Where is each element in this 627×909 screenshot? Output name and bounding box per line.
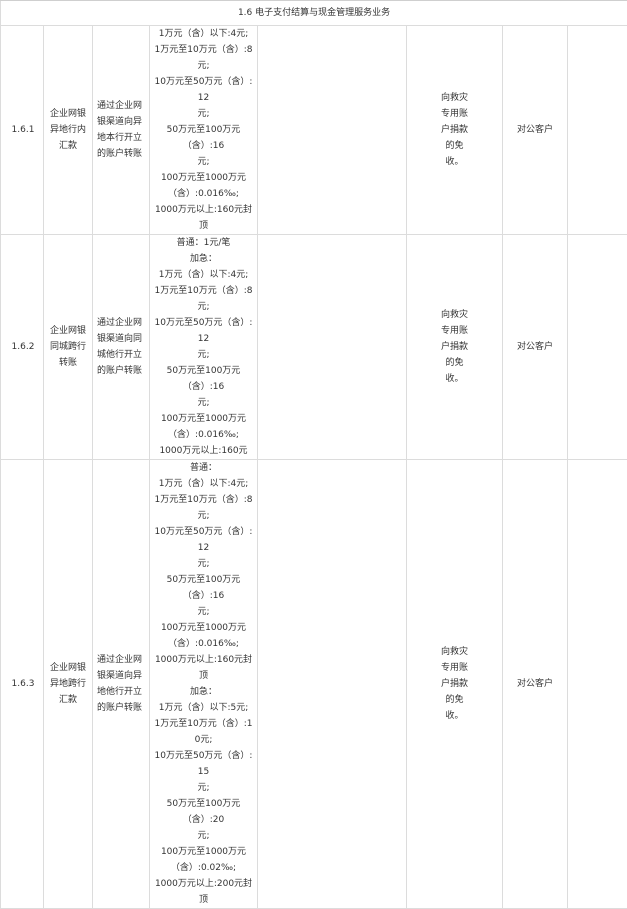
price-line: 1000万元以上:160元	[154, 443, 253, 459]
price-line: 10万元至50万元（含）:15	[154, 748, 253, 780]
item-basis	[258, 26, 407, 235]
price-line: （含）:0.016‰;	[154, 186, 253, 202]
price-line: 1万元（含）以下:4元;	[154, 476, 253, 492]
item-discount: 向救灾专用账户捐款的免收。	[407, 26, 503, 235]
item-name: 企业网银同城跨行转账	[44, 235, 93, 460]
price-line: 50万元至100万元（含）:16	[154, 572, 253, 604]
item-target: 对公客户	[503, 235, 568, 460]
price-line: 10万元至50万元（含）:12	[154, 315, 253, 347]
item-name: 企业网银异地行内汇款	[44, 26, 93, 235]
price-line: 100万元至1000万元	[154, 620, 253, 636]
price-line: 元;	[154, 828, 253, 844]
item-discount: 向救灾专用账户捐款的免收。	[407, 235, 503, 460]
item-note	[568, 26, 627, 235]
price-line: 加急：	[154, 251, 253, 267]
table-row: 1.6.1 企业网银异地行内汇款 通过企业网银渠道向异地本行开立的账户转账 1万…	[1, 26, 627, 235]
item-note	[568, 460, 627, 909]
price-line: （含）:0.016‰;	[154, 427, 253, 443]
item-price: 普通：1元/笔加急：1万元（含）以下:4元;1万元至10万元（含）:8元;10万…	[150, 235, 258, 460]
price-line: 元;	[154, 604, 253, 620]
price-line: 1万元至10万元（含）:8元;	[154, 283, 253, 315]
item-note	[568, 235, 627, 460]
table-row: 1.6.3 企业网银异地跨行汇款 通过企业网银渠道向异地他行开立的账户转账 普通…	[1, 460, 627, 909]
price-line: 1000万元以上:160元封顶	[154, 202, 253, 234]
price-line: 100万元至1000万元	[154, 411, 253, 427]
item-basis	[258, 235, 407, 460]
price-line: 50万元至100万元（含）:20	[154, 796, 253, 828]
item-discount: 向救灾专用账户捐款的免收。	[407, 460, 503, 909]
price-line: 1万元（含）以下:4元;	[154, 267, 253, 283]
table-row: 1.6.2 企业网银同城跨行转账 通过企业网银渠道向同城他行开立的账户转账 普通…	[1, 235, 627, 460]
item-description: 通过企业网银渠道向异地本行开立的账户转账	[93, 26, 150, 235]
price-line: 1000万元以上:160元封顶	[154, 652, 253, 684]
price-line: 元;	[154, 154, 253, 170]
price-line: 10万元至50万元（含）:12	[154, 74, 253, 106]
price-line: （含）:0.016‰;	[154, 636, 253, 652]
section-header-row: 1.6 电子支付结算与现金管理服务业务	[1, 1, 627, 26]
price-line: 50万元至100万元（含）:16	[154, 363, 253, 395]
item-description: 通过企业网银渠道向同城他行开立的账户转账	[93, 235, 150, 460]
price-line: 1万元（含）以下:4元;	[154, 26, 253, 42]
item-target: 对公客户	[503, 26, 568, 235]
price-line: 1万元至10万元（含）:8元;	[154, 492, 253, 524]
item-code: 1.6.2	[1, 235, 44, 460]
price-line: 元;	[154, 780, 253, 796]
price-line: 1万元至10万元（含）:10元;	[154, 716, 253, 748]
price-line: 1万元（含）以下:5元;	[154, 700, 253, 716]
price-line: 1000万元以上:200元封顶	[154, 876, 253, 908]
price-line: 1万元至10万元（含）:8元;	[154, 42, 253, 74]
price-line: 普通：1元/笔	[154, 235, 253, 251]
item-name: 企业网银异地跨行汇款	[44, 460, 93, 909]
price-line: 50万元至100万元（含）:16	[154, 122, 253, 154]
item-description: 通过企业网银渠道向异地他行开立的账户转账	[93, 460, 150, 909]
item-code: 1.6.3	[1, 460, 44, 909]
price-line: 100万元至1000万元	[154, 170, 253, 186]
price-line: 普通：	[154, 460, 253, 476]
price-line: 元;	[154, 106, 253, 122]
section-title: 1.6 电子支付结算与现金管理服务业务	[1, 1, 627, 26]
price-line: （含）:0.02‰;	[154, 860, 253, 876]
price-line: 元;	[154, 395, 253, 411]
price-line: 元;	[154, 347, 253, 363]
item-basis	[258, 460, 407, 909]
price-line: 100万元至1000万元	[154, 844, 253, 860]
price-line: 10万元至50万元（含）:12	[154, 524, 253, 556]
item-price: 普通：1万元（含）以下:4元;1万元至10万元（含）:8元;10万元至50万元（…	[150, 460, 258, 909]
price-line: 加急：	[154, 684, 253, 700]
price-line: 元;	[154, 556, 253, 572]
item-target: 对公客户	[503, 460, 568, 909]
item-price: 1万元（含）以下:4元;1万元至10万元（含）:8元;10万元至50万元（含）:…	[150, 26, 258, 235]
item-code: 1.6.1	[1, 26, 44, 235]
